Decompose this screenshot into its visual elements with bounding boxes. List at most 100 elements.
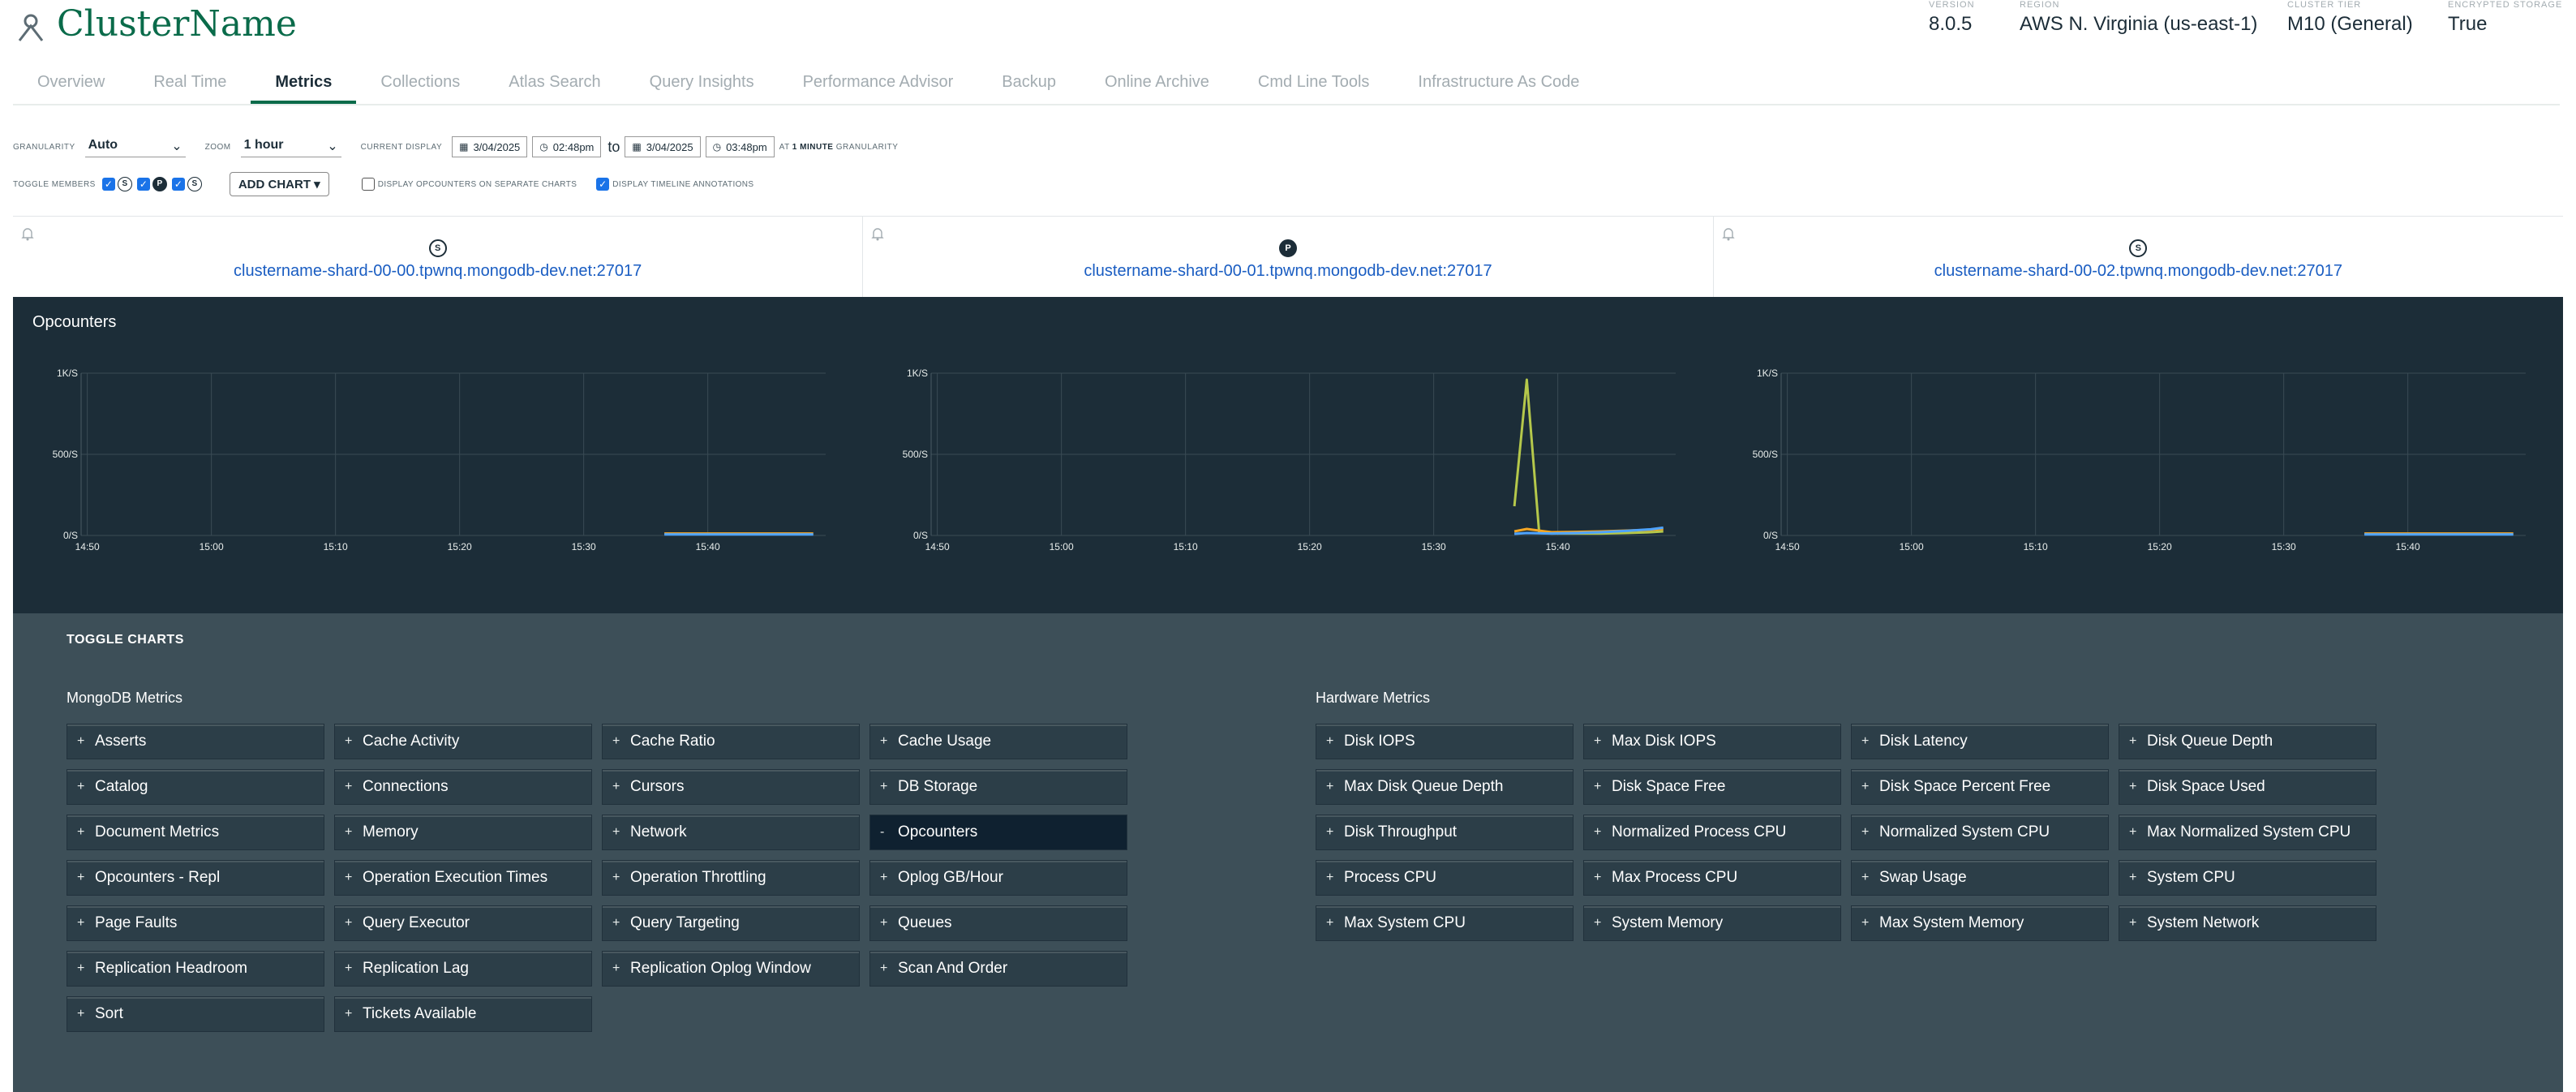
metric-toggle-memory[interactable]: + Memory [334,815,592,850]
toggle-members-label: TOGGLE MEMBERS [13,179,96,189]
tab-performance-advisor[interactable]: Performance Advisor [802,73,954,91]
metric-toggle-label: Max Normalized System CPU [2147,823,2351,840]
metric-toggle-network[interactable]: + Network [602,815,860,850]
metric-toggle-cache-activity[interactable]: + Cache Activity [334,724,592,759]
metric-toggle-operation-execution-times[interactable]: + Operation Execution Times [334,860,592,896]
timeline-annotations-option[interactable]: ✓ DISPLAY TIMELINE ANNOTATIONS [596,178,753,191]
to-time-input[interactable]: ◷ 03:48pm [705,136,775,157]
metric-toggle-scan-and-order[interactable]: + Scan And Order [869,951,1127,987]
host-link[interactable]: clustername-shard-00-00.tpwnq.mongodb-de… [234,262,642,280]
metric-toggle-label: Max System CPU [1344,914,1466,931]
metric-toggle-disk-space-free[interactable]: + Disk Space Free [1583,769,1841,805]
metric-toggle-disk-space-percent-free[interactable]: + Disk Space Percent Free [1851,769,2109,805]
metric-toggle-max-system-memory[interactable]: + Max System Memory [1851,905,2109,941]
metric-toggle-disk-latency[interactable]: + Disk Latency [1851,724,2109,759]
metric-toggle-system-network[interactable]: + System Network [2119,905,2376,941]
metric-toggle-queues[interactable]: + Queues [869,905,1127,941]
metric-toggle-replication-headroom[interactable]: + Replication Headroom [67,951,324,987]
opcounters-chart-2[interactable]: 0/S 500/S 1K/S 14:50 15:00 15:10 15:20 15:30 15:… [873,344,1684,571]
tab-overview[interactable]: Overview [37,73,105,91]
metric-toggle-operation-throttling[interactable]: + Operation Throttling [602,860,860,896]
host-link[interactable]: clustername-shard-00-02.tpwnq.mongodb-de… [1934,262,2342,280]
metric-toggle-asserts[interactable]: + Asserts [67,724,324,759]
metric-toggle-label: Replication Headroom [95,960,247,977]
member-toggle-3[interactable]: ✓ S [171,177,202,191]
metric-toggle-system-cpu[interactable]: + System CPU [2119,860,2376,896]
from-date-input[interactable]: ▦ 3/04/2025 [452,136,528,157]
metric-toggle-replication-oplog-window[interactable]: + Replication Oplog Window [602,951,860,987]
plus-icon: + [345,871,353,884]
tab-query-insights[interactable]: Query Insights [649,73,754,91]
tab-collections[interactable]: Collections [380,73,461,91]
metric-toggle-swap-usage[interactable]: + Swap Usage [1851,860,2109,896]
metric-toggle-tickets-available[interactable]: + Tickets Available [334,996,592,1032]
bell-icon[interactable] [871,226,885,241]
metric-toggle-query-targeting[interactable]: + Query Targeting [602,905,860,941]
tab-online-archive[interactable]: Online Archive [1104,73,1209,91]
member-toggle-2[interactable]: ✓ P [136,177,167,191]
x-tick-label: 15:30 [2272,541,2296,552]
metric-toggle-max-disk-iops[interactable]: + Max Disk IOPS [1583,724,1841,759]
tab-real-time[interactable]: Real Time [153,73,227,91]
checkbox-unchecked-icon[interactable] [361,178,375,191]
metric-toggle-max-system-cpu[interactable]: + Max System CPU [1316,905,1574,941]
metric-toggle-catalog[interactable]: + Catalog [67,769,324,805]
metric-toggle-db-storage[interactable]: + DB Storage [869,769,1127,805]
metric-toggle-replication-lag[interactable]: + Replication Lag [334,951,592,987]
tab-cmd-line-tools[interactable]: Cmd Line Tools [1257,73,1370,91]
minute-label: 1 MINUTE [792,142,834,152]
metric-toggle-page-faults[interactable]: + Page Faults [67,905,324,941]
checkbox-checked-icon[interactable]: ✓ [596,178,610,191]
tab-infrastructure-as-code[interactable]: Infrastructure As Code [1418,73,1580,91]
separate-charts-option[interactable]: DISPLAY OPCOUNTERS ON SEPARATE CHARTS [361,178,577,191]
zoom-select[interactable]: 1 hour ⌄ [240,136,341,157]
mongodb-metrics-grid: + Asserts + Cache Activity + Cache Ratio + Cach… [67,724,1127,1032]
tab-metrics[interactable]: Metrics [251,65,357,104]
to-date-input[interactable]: ▦ 3/04/2025 [625,136,701,157]
metric-toggle-system-memory[interactable]: + System Memory [1583,905,1841,941]
tab-atlas-search[interactable]: Atlas Search [509,73,601,91]
metric-toggle-disk-throughput[interactable]: + Disk Throughput [1316,815,1574,850]
checkbox-checked-icon[interactable]: ✓ [171,178,185,191]
metric-toggle-max-disk-queue-depth[interactable]: + Max Disk Queue Depth [1316,769,1574,805]
meta-value: M10 (General) [2287,13,2413,35]
bell-icon[interactable] [21,226,34,241]
metric-toggle-sort[interactable]: + Sort [67,996,324,1032]
metric-toggle-cursors[interactable]: + Cursors [602,769,860,805]
metric-toggle-document-metrics[interactable]: + Document Metrics [67,815,324,850]
metric-toggle-disk-space-used[interactable]: + Disk Space Used [2119,769,2376,805]
metric-toggle-disk-queue-depth[interactable]: + Disk Queue Depth [2119,724,2376,759]
metric-toggle-opcounters[interactable]: - Opcounters [869,815,1127,850]
metric-toggle-disk-iops[interactable]: + Disk IOPS [1316,724,1574,759]
metric-toggle-label: Normalized System CPU [1879,823,2050,840]
metric-toggle-normalized-system-cpu[interactable]: + Normalized System CPU [1851,815,2109,850]
checkbox-checked-icon[interactable]: ✓ [136,178,150,191]
host-link[interactable]: clustername-shard-00-01.tpwnq.mongodb-de… [1084,262,1492,280]
metric-toggle-cache-ratio[interactable]: + Cache Ratio [602,724,860,759]
opcounters-chart-1[interactable]: 0/S 500/S 1K/S 14:50 15:00 15:10 15:20 15:30 15:… [23,344,834,571]
metric-toggle-process-cpu[interactable]: + Process CPU [1316,860,1574,896]
granularity-select[interactable]: Auto ⌄ [84,136,186,157]
x-tick-label: 14:50 [925,541,950,552]
metric-toggle-label: Disk Space Free [1612,778,1726,795]
metric-toggle-cache-usage[interactable]: + Cache Usage [869,724,1127,759]
metric-toggle-oplog-gb-hour[interactable]: + Oplog GB/Hour [869,860,1127,896]
checkbox-checked-icon[interactable]: ✓ [101,178,115,191]
add-chart-button[interactable]: ADD CHART ▾ [229,172,329,196]
opcounters-chart-3[interactable]: 0/S 500/S 1K/S 14:50 15:00 15:10 15:20 15:30 15:… [1723,344,2534,571]
member-toggle-1[interactable]: ✓ S [101,177,132,191]
metric-toggle-query-executor[interactable]: + Query Executor [334,905,592,941]
from-time-input[interactable]: ◷ 02:48pm [532,136,602,157]
bell-icon[interactable] [1721,226,1735,241]
metric-toggle-opcounters-repl[interactable]: + Opcounters - Repl [67,860,324,896]
metric-toggle-label: Operation Execution Times [363,869,548,886]
x-tick-label: 15:10 [1174,541,1198,552]
metric-toggle-normalized-process-cpu[interactable]: + Normalized Process CPU [1583,815,1841,850]
metric-toggle-connections[interactable]: + Connections [334,769,592,805]
metric-toggle-max-process-cpu[interactable]: + Max Process CPU [1583,860,1841,896]
secondary-role-icon: S [2129,239,2148,257]
y-tick-label: 500/S [53,449,78,460]
metric-toggle-max-normalized-system-cpu[interactable]: + Max Normalized System CPU [2119,815,2376,850]
granularity-value: Auto [88,138,118,152]
tab-backup[interactable]: Backup [1002,73,1056,91]
